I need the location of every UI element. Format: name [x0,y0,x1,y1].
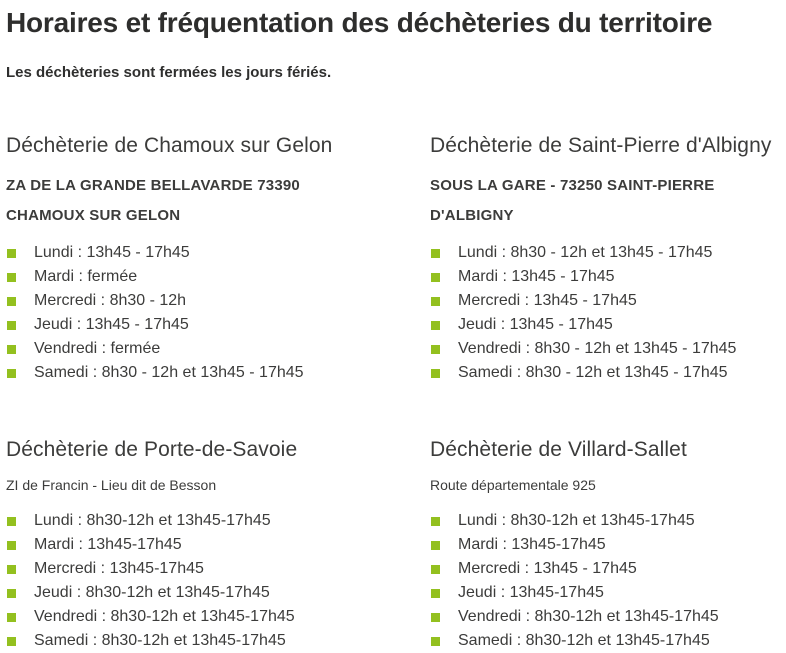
section-chamoux-sur-gelon: Déchèterie de Chamoux sur Gelon ZA DE LA… [6,133,382,385]
section-title: Déchèterie de Villard-Sallet [430,438,687,461]
hours-text: Mercredi : 13h45 - 17h45 [458,560,637,577]
hours-item: Samedi : 8h30-12h et 13h45-17h45 [6,629,382,653]
hours-text: Samedi : 8h30-12h et 13h45-17h45 [34,632,286,649]
bullet-square-icon [7,297,16,306]
bullet-square-icon [431,249,440,258]
hours-item: Vendredi : fermée [6,337,382,361]
hours-item: Lundi : 8h30-12h et 13h45-17h45 [6,509,382,533]
bullet-square-icon [431,541,440,550]
bullet-square-icon [7,517,16,526]
bullet-square-icon [431,613,440,622]
bullet-square-icon [7,565,16,574]
hours-item: Jeudi : 13h45 - 17h45 [6,313,382,337]
hours-text: Samedi : 8h30-12h et 13h45-17h45 [458,632,710,649]
bullet-square-icon [7,273,16,282]
bullet-square-icon [7,541,16,550]
bullet-square-icon [7,369,16,378]
hours-text: Samedi : 8h30 - 12h et 13h45 - 17h45 [458,364,728,381]
hours-text: Jeudi : 13h45 - 17h45 [34,316,189,333]
hours-item: Mardi : 13h45-17h45 [430,533,778,557]
bullet-square-icon [431,589,440,598]
bullet-square-icon [7,249,16,258]
hours-item: Mercredi : 13h45 - 17h45 [430,557,778,581]
section-address: ZI de Francin - Lieu dit de Besson [6,477,217,493]
hours-item: Jeudi : 13h45 - 17h45 [430,313,778,337]
section-title: Déchèterie de Chamoux sur Gelon [6,134,333,157]
dechetteries-grid: Déchèterie de Chamoux sur Gelon ZA DE LA… [6,133,778,653]
bullet-square-icon [431,369,440,378]
hours-item: Samedi : 8h30 - 12h et 13h45 - 17h45 [6,361,382,385]
hours-text: Jeudi : 13h45 - 17h45 [458,316,613,333]
hours-item: Mercredi : 8h30 - 12h [6,289,382,313]
section-address: Route départementale 925 [430,477,596,493]
hours-text: Mardi : 13h45-17h45 [458,536,606,553]
page-subtitle: Les déchèteries sont fermées les jours f… [6,64,332,81]
hours-item: Lundi : 8h30-12h et 13h45-17h45 [430,509,778,533]
hours-text: Mercredi : 13h45-17h45 [34,560,204,577]
bullet-square-icon [431,297,440,306]
hours-list: Lundi : 8h30-12h et 13h45-17h45 Mardi : … [6,509,382,653]
page-title: Horaires et fréquentation des déchèterie… [6,7,713,38]
section-villard-sallet: Déchèterie de Villard-Sallet Route dépar… [430,437,778,653]
hours-item: Samedi : 8h30-12h et 13h45-17h45 [430,629,778,653]
hours-text: Lundi : 8h30-12h et 13h45-17h45 [34,512,271,529]
hours-list: Lundi : 8h30 - 12h et 13h45 - 17h45 Mard… [430,241,778,385]
hours-text: Vendredi : fermée [34,340,161,357]
section-address: SOUS LA GARE - 73250 SAINT-PIERRE D'ALBI… [430,177,715,224]
bullet-square-icon [7,321,16,330]
hours-item: Mardi : 13h45 - 17h45 [430,265,778,289]
hours-text: Mardi : 13h45-17h45 [34,536,182,553]
bullet-square-icon [7,345,16,354]
bullet-square-icon [431,637,440,646]
section-title: Déchèterie de Porte-de-Savoie [6,438,298,461]
hours-item: Jeudi : 8h30-12h et 13h45-17h45 [6,581,382,605]
hours-item: Vendredi : 8h30 - 12h et 13h45 - 17h45 [430,337,778,361]
bullet-square-icon [431,273,440,282]
hours-item: Lundi : 13h45 - 17h45 [6,241,382,265]
hours-item: Samedi : 8h30 - 12h et 13h45 - 17h45 [430,361,778,385]
hours-item: Lundi : 8h30 - 12h et 13h45 - 17h45 [430,241,778,265]
bullet-square-icon [431,517,440,526]
hours-item: Vendredi : 8h30-12h et 13h45-17h45 [6,605,382,629]
section-address: ZA DE LA GRANDE BELLAVARDE 73390 CHAMOUX… [6,177,300,224]
hours-item: Jeudi : 13h45-17h45 [430,581,778,605]
hours-list: Lundi : 13h45 - 17h45 Mardi : fermée Mer… [6,241,382,385]
bullet-square-icon [7,613,16,622]
bullet-square-icon [431,345,440,354]
hours-text: Mercredi : 8h30 - 12h [34,292,187,309]
hours-text: Jeudi : 8h30-12h et 13h45-17h45 [34,584,270,601]
bullet-square-icon [431,565,440,574]
hours-text: Lundi : 8h30 - 12h et 13h45 - 17h45 [458,244,713,261]
hours-text: Mardi : fermée [34,268,138,285]
hours-item: Vendredi : 8h30-12h et 13h45-17h45 [430,605,778,629]
hours-item: Mardi : 13h45-17h45 [6,533,382,557]
hours-text: Lundi : 13h45 - 17h45 [34,244,190,261]
section-saint-pierre-albigny: Déchèterie de Saint-Pierre d'Albigny SOU… [430,133,778,385]
hours-item: Mercredi : 13h45-17h45 [6,557,382,581]
hours-text: Lundi : 8h30-12h et 13h45-17h45 [458,512,695,529]
hours-item: Mardi : fermée [6,265,382,289]
bullet-square-icon [431,321,440,330]
bullet-square-icon [7,637,16,646]
bullet-square-icon [7,589,16,598]
hours-text: Vendredi : 8h30 - 12h et 13h45 - 17h45 [458,340,737,357]
hours-text: Mercredi : 13h45 - 17h45 [458,292,637,309]
hours-text: Vendredi : 8h30-12h et 13h45-17h45 [34,608,295,625]
hours-text: Jeudi : 13h45-17h45 [458,584,604,601]
section-title: Déchèterie de Saint-Pierre d'Albigny [430,134,772,157]
hours-text: Mardi : 13h45 - 17h45 [458,268,615,285]
hours-list: Lundi : 8h30-12h et 13h45-17h45 Mardi : … [430,509,778,653]
section-porte-de-savoie: Déchèterie de Porte-de-Savoie ZI de Fran… [6,437,382,653]
hours-text: Samedi : 8h30 - 12h et 13h45 - 17h45 [34,364,304,381]
hours-text: Vendredi : 8h30-12h et 13h45-17h45 [458,608,719,625]
hours-item: Mercredi : 13h45 - 17h45 [430,289,778,313]
